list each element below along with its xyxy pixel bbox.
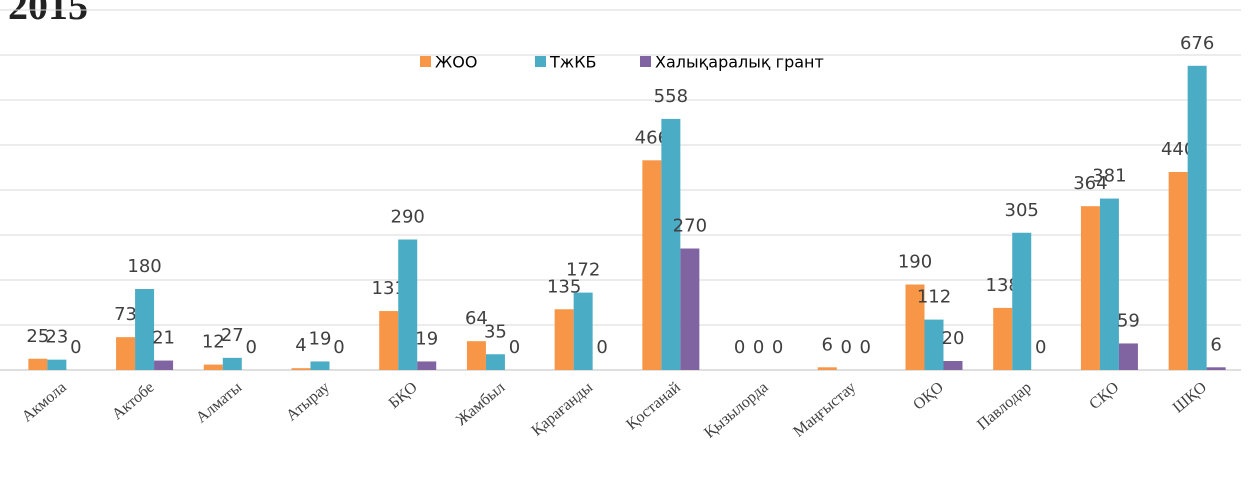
data-label: 0 (333, 337, 344, 358)
data-label: 270 (673, 216, 707, 237)
legend-label: ТжКБ (549, 53, 597, 72)
data-label: 73 (114, 304, 137, 325)
data-label: 131 (372, 278, 406, 299)
data-label: 23 (45, 327, 68, 348)
data-label: 0 (772, 337, 783, 358)
data-label: 305 (1005, 200, 1039, 221)
data-label: 172 (566, 260, 600, 281)
data-label: 0 (70, 337, 81, 358)
data-label: 19 (415, 328, 438, 349)
bar (817, 367, 837, 370)
data-label: 27 (221, 325, 244, 346)
x-tick-label: Маңғыстау (790, 379, 859, 441)
bar (154, 360, 174, 370)
data-label: 0 (860, 337, 871, 358)
x-tick-label: Жамбыл (453, 379, 508, 429)
data-label: 440 (1161, 139, 1195, 160)
data-label: 0 (509, 337, 520, 358)
bar (203, 364, 223, 370)
data-label: 112 (917, 287, 951, 308)
data-label: 290 (391, 207, 425, 228)
data-label: 364 (1073, 173, 1107, 194)
bar (291, 368, 311, 370)
data-label: 676 (1180, 33, 1214, 54)
legend-label: ЖОО (435, 53, 477, 72)
bar (222, 357, 242, 370)
bar (680, 248, 700, 370)
data-label: 190 (898, 252, 932, 273)
bar (1080, 206, 1100, 370)
x-tick-label: Павлодар (974, 379, 1035, 434)
bar (417, 361, 437, 370)
bar (47, 359, 67, 370)
bar (943, 361, 963, 370)
data-label: 0 (1035, 337, 1046, 358)
bar (573, 292, 593, 370)
data-label: 466 (635, 127, 669, 148)
bar (993, 307, 1013, 370)
x-tick-label: ОҚО (910, 379, 947, 414)
data-label: 135 (547, 276, 581, 297)
data-label: 558 (654, 86, 688, 107)
bar (1187, 65, 1207, 371)
data-label: 35 (484, 321, 507, 342)
data-label: 0 (246, 337, 257, 358)
x-tick-label: Қызылорда (701, 379, 771, 442)
bar (554, 309, 574, 370)
bar (28, 358, 48, 370)
bar (485, 354, 505, 370)
x-tick-label: БҚО (386, 379, 421, 412)
bar (924, 319, 944, 370)
bar (310, 361, 330, 370)
bar (905, 284, 925, 370)
data-label: 6 (1210, 334, 1221, 355)
x-tick-label: Алматы (193, 379, 245, 427)
x-tick-label: Актобе (109, 379, 157, 423)
data-label: 6 (822, 334, 833, 355)
chart-title: 2015 (8, 0, 88, 28)
bar (661, 118, 681, 371)
x-tick-label: СҚО (1086, 379, 1122, 413)
data-label: 138 (986, 275, 1020, 296)
legend-swatch (640, 56, 651, 67)
data-label: 19 (309, 328, 332, 349)
x-tick-label: Акмола (19, 379, 70, 426)
data-label: 59 (1117, 310, 1140, 331)
bar (1099, 198, 1119, 370)
data-label: 0 (596, 337, 607, 358)
data-label: 0 (753, 337, 764, 358)
bar (116, 337, 136, 370)
legend-swatch (535, 56, 546, 67)
bar (1206, 367, 1226, 370)
bar (466, 341, 486, 370)
data-label: 0 (734, 337, 745, 358)
bar (135, 289, 155, 370)
bar (1168, 172, 1188, 370)
data-label: 21 (152, 328, 175, 349)
data-label: 180 (127, 256, 161, 277)
data-label: 64 (465, 308, 488, 329)
data-label: 20 (942, 328, 965, 349)
bar (1118, 343, 1138, 370)
x-tick-label: ШҚО (1170, 379, 1210, 417)
bar (379, 311, 399, 370)
bar (1012, 232, 1032, 370)
data-label: 0 (841, 337, 852, 358)
x-tick-label: Атырау (283, 379, 333, 425)
legend-swatch (420, 56, 431, 67)
data-label: 25 (26, 326, 49, 347)
data-label: 4 (295, 335, 306, 356)
bar (398, 239, 418, 370)
x-tick-label: Қарағанды (528, 379, 596, 440)
data-label: 381 (1092, 166, 1126, 187)
x-tick-label: Қостанай (623, 379, 684, 434)
bar (642, 160, 662, 370)
legend-label: Халықаралық грант (655, 53, 824, 72)
data-label: 12 (202, 332, 225, 353)
